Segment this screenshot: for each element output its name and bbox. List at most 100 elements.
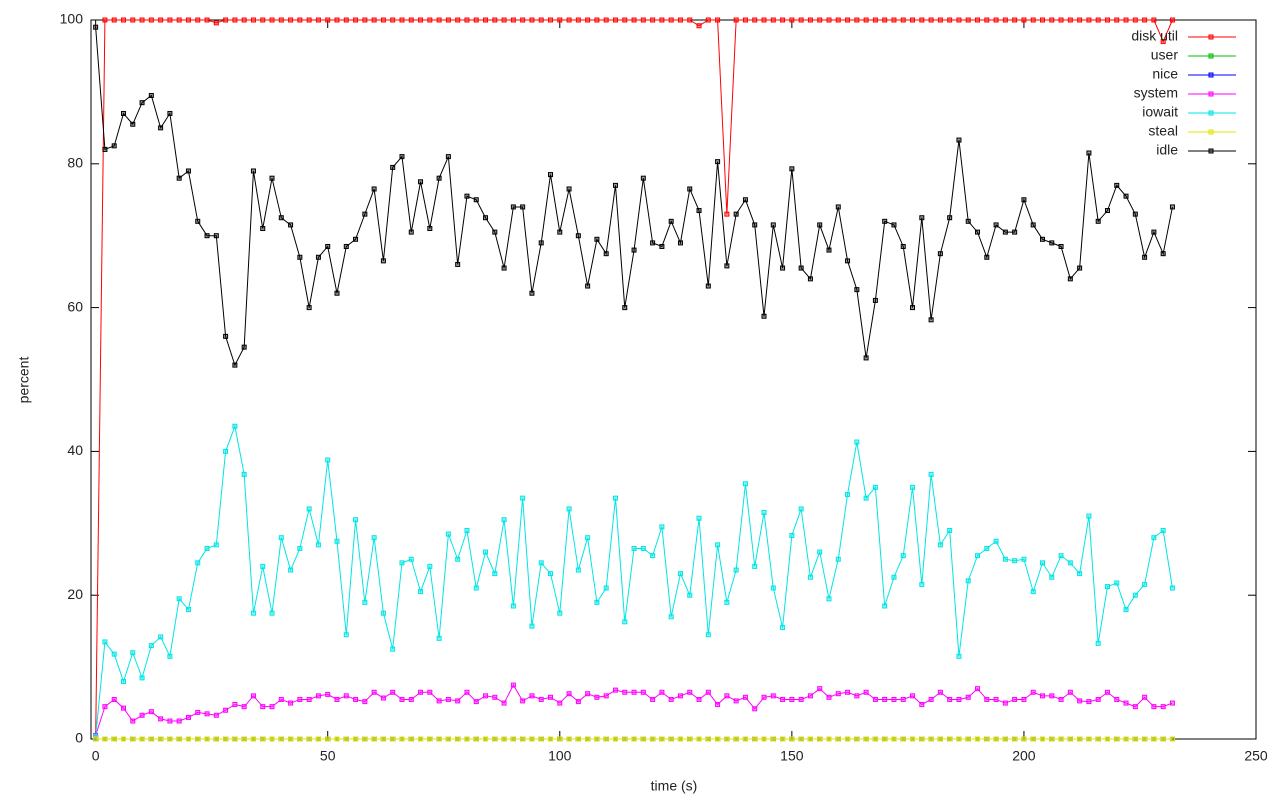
legend-marker [1208,34,1214,40]
point [1030,589,1036,595]
point [965,694,971,700]
point [557,700,563,706]
point [947,696,953,702]
point [1160,527,1166,533]
point [269,736,275,742]
point [1104,584,1110,590]
point [882,218,888,224]
point [380,17,386,23]
point [223,707,229,713]
point [1067,736,1073,742]
point [1058,243,1064,249]
point [334,538,340,544]
point [529,623,535,629]
point [213,736,219,742]
point [371,535,377,541]
point [1012,17,1018,23]
point [919,736,925,742]
point [863,736,869,742]
point [1095,696,1101,702]
point [993,222,999,228]
point [158,716,164,722]
point [1067,560,1073,566]
point [928,317,934,323]
point [789,533,795,539]
point [603,693,609,699]
point [761,510,767,516]
point [278,535,284,541]
point [418,17,424,23]
series-line [95,27,1173,367]
x-tick-label: 100 [548,748,572,764]
point [1049,736,1055,742]
point [566,691,572,697]
point [557,229,563,235]
point [195,218,201,224]
point [130,121,136,127]
point [612,736,618,742]
point [492,694,498,700]
point [1012,696,1018,702]
y-axis-title: percent [16,357,32,404]
point [1021,17,1027,23]
point [120,736,126,742]
point [185,714,191,720]
point [872,17,878,23]
point [399,154,405,160]
point [845,492,851,498]
legend-marker [1208,53,1214,59]
point [139,17,145,23]
point [1104,689,1110,695]
point [956,696,962,702]
point [297,17,303,23]
point [733,17,739,23]
point [854,439,860,445]
point [510,603,516,609]
point [139,712,145,718]
point [158,125,164,131]
point [715,159,721,165]
point [371,736,377,742]
point [538,560,544,566]
point [752,563,758,569]
point [483,17,489,23]
point [566,186,572,192]
y-tick-label: 80 [67,155,83,171]
point [427,226,433,232]
point [223,448,229,454]
point [724,211,730,217]
point [733,736,739,742]
point [269,17,275,23]
point [297,696,303,702]
legend-label: idle [1156,142,1178,158]
point [343,736,349,742]
legend-label: nice [1152,66,1178,82]
point [798,506,804,512]
point [529,693,535,699]
point [250,17,256,23]
point [306,17,312,23]
point [455,698,461,704]
point [436,175,442,181]
point [891,574,897,580]
point [204,711,210,717]
point [585,736,591,742]
point [241,17,247,23]
point [650,736,656,742]
point [204,545,210,551]
point [872,736,878,742]
point [575,567,581,573]
point [111,736,117,742]
point [863,689,869,695]
point [343,243,349,249]
point [817,736,823,742]
point [501,265,507,271]
point [176,175,182,181]
point [343,632,349,638]
y-tick-label: 100 [60,11,84,27]
y-tick-label: 20 [67,586,83,602]
point [650,240,656,246]
point [130,650,136,656]
legend-marker [1208,91,1214,97]
point [111,696,117,702]
